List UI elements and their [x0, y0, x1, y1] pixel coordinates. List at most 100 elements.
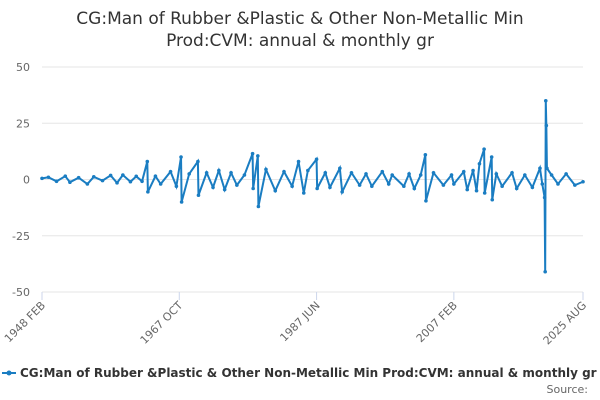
point [85, 182, 90, 186]
point [549, 173, 554, 177]
point [338, 166, 342, 171]
point [471, 168, 475, 173]
point [256, 154, 260, 158]
point [282, 169, 286, 174]
point [306, 168, 310, 173]
point [424, 199, 428, 203]
y-tick-label: 25 [16, 117, 30, 130]
point [452, 182, 456, 186]
y-tick-label: -25 [12, 230, 30, 243]
point [264, 167, 268, 172]
point [465, 187, 470, 192]
point [315, 186, 319, 191]
y-tick-label: -50 [12, 286, 30, 299]
point [134, 174, 139, 179]
point [556, 182, 560, 186]
point [68, 180, 72, 184]
point [242, 173, 247, 177]
x-tick-label: 1987 JUN [277, 299, 322, 344]
point [494, 172, 499, 176]
point [187, 172, 191, 176]
point [489, 155, 494, 159]
y-tick-label: 0 [23, 174, 30, 187]
point [357, 183, 362, 187]
point [196, 159, 200, 164]
legend: CG:Man of Rubber &Plastic & Other Non-Me… [2, 366, 597, 380]
point [273, 188, 278, 193]
point [121, 173, 125, 177]
point [573, 183, 577, 187]
point [108, 173, 113, 178]
point [250, 151, 255, 156]
point [179, 155, 183, 159]
point [407, 172, 411, 176]
point [115, 181, 119, 185]
point [217, 168, 221, 173]
point [418, 173, 423, 177]
point [543, 98, 548, 103]
point [174, 184, 179, 189]
point [543, 269, 547, 274]
point [251, 186, 255, 191]
point [146, 190, 150, 194]
point [340, 190, 344, 194]
point [386, 182, 391, 186]
point [145, 159, 150, 164]
point [431, 170, 436, 175]
point [540, 182, 545, 186]
x-tick-label: 2025 AUG [541, 299, 590, 348]
point [545, 166, 549, 171]
point [229, 170, 233, 175]
point [423, 152, 428, 157]
chart-title: CG:Man of Rubber &Plastic & Other Non-Me… [76, 9, 524, 51]
point [235, 183, 239, 187]
point [510, 170, 514, 175]
point [441, 183, 446, 187]
point [482, 191, 487, 195]
legend-marker [6, 370, 12, 376]
point [196, 193, 201, 198]
point [323, 170, 328, 175]
point [301, 191, 306, 195]
point [461, 169, 466, 174]
point [46, 175, 51, 180]
source: Source: [547, 383, 589, 396]
point [564, 172, 568, 176]
point [91, 175, 96, 179]
point [40, 176, 44, 181]
point [449, 173, 454, 177]
point [54, 179, 59, 184]
point [168, 169, 173, 174]
x-tick-label: 2007 FEB [414, 299, 460, 345]
point [370, 184, 374, 189]
point [222, 187, 227, 192]
point [482, 147, 486, 151]
point [514, 186, 519, 191]
point [128, 179, 133, 184]
point [153, 174, 158, 178]
y-tick-label: 50 [16, 61, 30, 74]
point [523, 173, 527, 177]
point [63, 174, 68, 178]
point [530, 185, 535, 190]
point [581, 179, 585, 184]
point [140, 179, 144, 184]
point [256, 204, 261, 209]
point [490, 197, 495, 202]
point [402, 184, 406, 189]
point [364, 172, 368, 176]
point [390, 173, 394, 177]
point [349, 170, 354, 175]
point [179, 200, 184, 204]
point [76, 175, 81, 180]
point [500, 184, 504, 189]
point [314, 157, 319, 162]
point [328, 185, 332, 190]
point [296, 159, 301, 164]
point [538, 166, 542, 171]
point [412, 186, 417, 191]
x-tick-label: 1948 FEB [2, 299, 48, 345]
point [477, 161, 482, 166]
